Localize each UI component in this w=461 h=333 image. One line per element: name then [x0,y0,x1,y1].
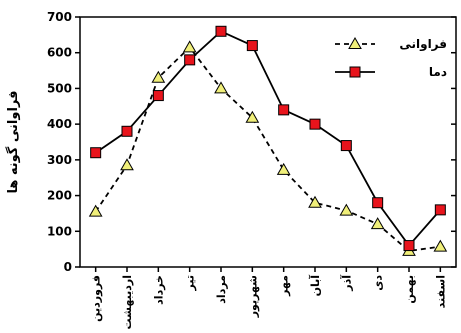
series-line [94,46,441,252]
data-point-square [434,204,446,216]
data-point-square [121,125,133,137]
y-tick-label: 0 [64,260,72,274]
series-2 [90,25,446,252]
y-tick-label: 400 [47,117,72,131]
data-point-triangle [339,203,354,216]
plot-frame [79,16,457,268]
y-tick-label: 100 [47,224,72,238]
data-point-triangle [308,195,322,208]
series-1 [88,40,448,256]
y-tick-label: 600 [47,46,72,60]
series-group [88,25,448,256]
data-point-triangle [120,158,134,171]
x-tick-label: آذر [339,275,353,292]
data-point-square [246,40,258,52]
legend-label: دما [429,65,447,79]
data-point-square [278,104,290,116]
x-tick-label: مرداد [215,275,228,304]
data-point-triangle [276,162,291,175]
data-point-triangle [245,110,260,123]
x-tick-label: مهر [278,275,291,297]
data-point-triangle [214,81,228,94]
x-tick-label: آبان [308,275,322,297]
x-tick-label: خرداد [152,275,165,305]
x-tick-label: دی [372,275,385,291]
x-tick-label: تیر [184,275,197,291]
data-point-triangle [88,204,103,217]
x-tick-label: شهریور [246,275,259,318]
data-point-triangle [348,36,362,49]
y-tick-label: 300 [47,153,72,167]
x-tick-label: بهمن [403,275,416,304]
legend-label: فراوانی [399,37,447,52]
data-point-square [90,147,102,159]
y-tick-label: 700 [47,10,72,24]
data-point-square [349,66,361,78]
y-tick-label: 500 [47,81,72,95]
x-tick-label: اردیبهشت [121,275,134,329]
y-axis-title: فراوانی گونه ها [5,90,21,193]
data-point-square [215,25,227,37]
axes: 0 100 200 300 400 500 600 700 فراوانی گونه ها فرو… [5,10,457,329]
data-point-square [403,240,415,252]
legend-entry: دما [335,65,447,79]
legend-entry: فراوانی [335,36,447,52]
x-tick-label: فروردین [90,275,103,322]
data-point-triangle [370,217,385,230]
y-tick-label: 200 [47,189,72,203]
data-point-square [372,197,384,209]
series-line [95,30,442,248]
legend: فراوانی دما [335,36,447,79]
data-point-square [340,140,352,152]
data-point-triangle [182,40,197,53]
data-point-triangle [151,70,166,83]
x-tick-label: اسفند [434,275,447,308]
data-point-square [152,90,164,102]
data-point-triangle [433,239,448,252]
data-point-square [309,118,321,130]
data-point-square [184,54,196,66]
